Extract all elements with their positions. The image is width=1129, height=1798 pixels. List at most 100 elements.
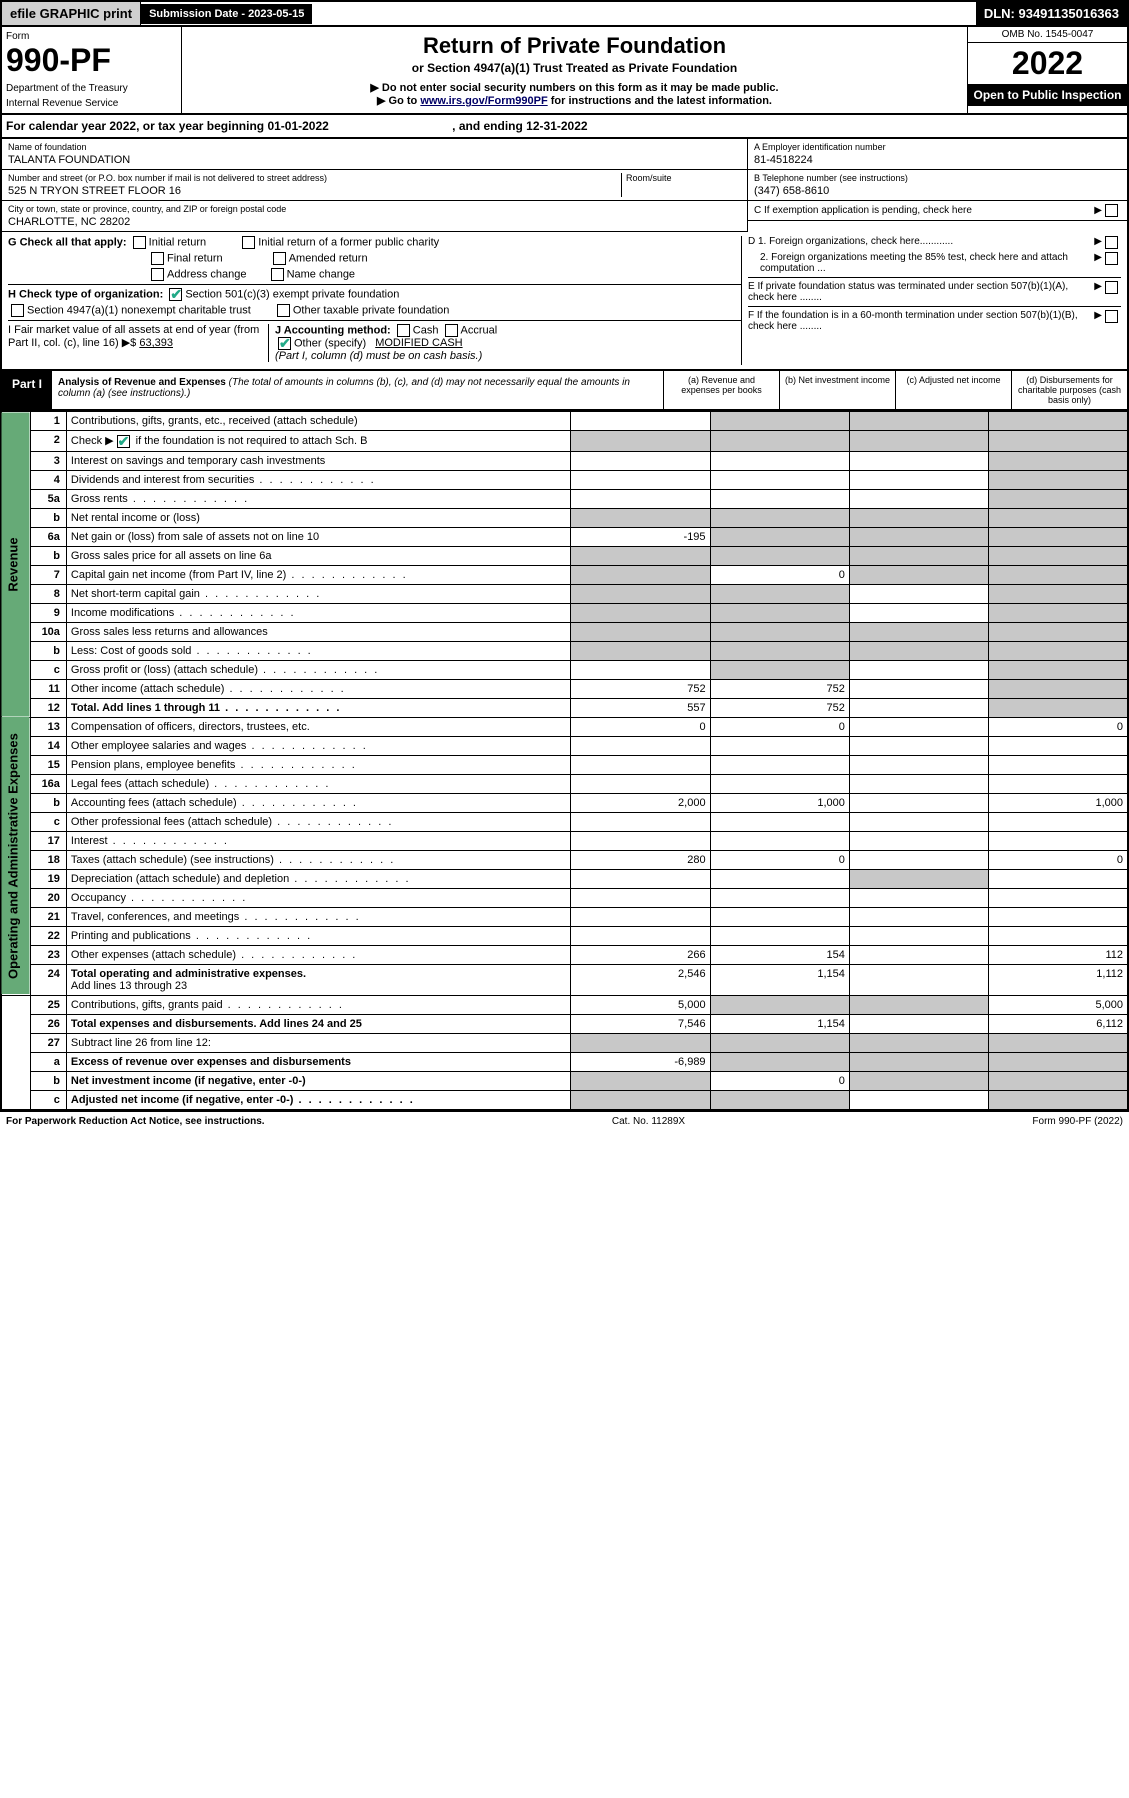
row-16b: Accounting fees (attach schedule) (66, 793, 570, 812)
footer-left: For Paperwork Reduction Act Notice, see … (6, 1116, 265, 1127)
j-note: (Part I, column (d) must be on cash basi… (275, 350, 482, 362)
d2-cb[interactable] (1105, 252, 1118, 265)
footer-mid: Cat. No. 11289X (612, 1116, 685, 1127)
city: CHARLOTTE, NC 28202 (8, 216, 741, 228)
f-label: F If the foundation is in a 60-month ter… (748, 310, 1094, 332)
d1-label: D 1. Foreign organizations, check here..… (748, 236, 1094, 249)
expenses-side: Operating and Administrative Expenses (1, 717, 30, 995)
row-6b: Gross sales price for all assets on line… (66, 546, 570, 565)
phone: (347) 658-8610 (754, 185, 1121, 197)
row-24: Total operating and administrative expen… (66, 964, 570, 995)
open-public: Open to Public Inspection (968, 84, 1127, 106)
col-d: (d) Disbursements for charitable purpose… (1011, 371, 1127, 409)
e-label: E If private foundation status was termi… (748, 281, 1094, 303)
name-label: Name of foundation (8, 142, 741, 152)
form-header: Form 990-PF Department of the Treasury I… (0, 27, 1129, 115)
other-val: MODIFIED CASH (375, 337, 462, 349)
part1-title: Analysis of Revenue and Expenses (58, 377, 226, 388)
omb-number: OMB No. 1545-0047 (968, 27, 1127, 43)
row-14: Other employee salaries and wages (66, 736, 570, 755)
row-19: Depreciation (attach schedule) and deple… (66, 869, 570, 888)
other-cb[interactable] (278, 337, 291, 350)
check-section: G Check all that apply: Initial return I… (0, 232, 1129, 371)
row-10c: Gross profit or (loss) (attach schedule) (66, 660, 570, 679)
instruction-1: ▶ Do not enter social security numbers o… (188, 81, 961, 94)
dln: DLN: 93491135016363 (976, 2, 1127, 25)
efile-label[interactable]: efile GRAPHIC print (2, 2, 141, 25)
tax-year: 2022 (968, 43, 1127, 84)
g-label: G Check all that apply: (8, 236, 127, 248)
row-22: Printing and publications (66, 926, 570, 945)
row-23: Other expenses (attach schedule) (66, 945, 570, 964)
row-5a: Gross rents (66, 489, 570, 508)
d1-cb[interactable] (1105, 236, 1118, 249)
form-number: 990-PF (6, 42, 177, 79)
row-11: Other income (attach schedule) (66, 679, 570, 698)
foundation-name: TALANTA FOUNDATION (8, 154, 741, 166)
revenue-side: Revenue (1, 412, 30, 718)
row-27: Subtract line 26 from line 12: (66, 1033, 570, 1052)
c-checkbox[interactable] (1105, 204, 1118, 217)
room-label: Room/suite (626, 173, 741, 183)
row-6a: Net gain or (loss) from sale of assets n… (66, 527, 570, 546)
schb-cb[interactable] (117, 435, 130, 448)
row-13: Compensation of officers, directors, tru… (66, 717, 570, 736)
dept-irs: Internal Revenue Service (6, 98, 177, 109)
final-return-cb[interactable] (151, 252, 164, 265)
h3-cb[interactable] (277, 304, 290, 317)
cash-cb[interactable] (397, 324, 410, 337)
footer-right: Form 990-PF (2022) (1032, 1116, 1123, 1127)
row-18: Taxes (attach schedule) (see instruction… (66, 850, 570, 869)
part1-table: Revenue 1Contributions, gifts, grants, e… (0, 411, 1129, 1111)
accrual-cb[interactable] (445, 324, 458, 337)
row-26: Total expenses and disbursements. Add li… (66, 1014, 570, 1033)
main-title: Return of Private Foundation (188, 33, 961, 59)
row-10a: Gross sales less returns and allowances (66, 622, 570, 641)
row-7: Capital gain net income (from Part IV, l… (66, 565, 570, 584)
form-label: Form (6, 31, 177, 42)
name-change-cb[interactable] (271, 268, 284, 281)
ein-label: A Employer identification number (754, 142, 1121, 152)
col-c: (c) Adjusted net income (895, 371, 1011, 409)
row-15: Pension plans, employee benefits (66, 755, 570, 774)
instr-link[interactable]: www.irs.gov/Form990PF (420, 95, 547, 107)
info-section: Name of foundation TALANTA FOUNDATION Nu… (0, 139, 1129, 232)
col-a: (a) Revenue and expenses per books (663, 371, 779, 409)
amended-cb[interactable] (273, 252, 286, 265)
calendar-year: For calendar year 2022, or tax year begi… (0, 115, 1129, 139)
row-27a: Excess of revenue over expenses and disb… (66, 1052, 570, 1071)
initial-former-cb[interactable] (242, 236, 255, 249)
row-12: Total. Add lines 1 through 11 (66, 698, 570, 717)
row-25: Contributions, gifts, grants paid (66, 995, 570, 1014)
row-9: Income modifications (66, 603, 570, 622)
subdate-label: Submission Date - 2023-05-15 (141, 4, 312, 24)
row-20: Occupancy (66, 888, 570, 907)
top-bar: efile GRAPHIC print Submission Date - 20… (0, 0, 1129, 27)
ein: 81-4518224 (754, 154, 1121, 166)
row-5b: Net rental income or (loss) (66, 508, 570, 527)
row-16c: Other professional fees (attach schedule… (66, 812, 570, 831)
i-value: 63,393 (139, 337, 173, 349)
row-27b: Net investment income (if negative, ente… (66, 1071, 570, 1090)
initial-return-cb[interactable] (133, 236, 146, 249)
d2-label: 2. Foreign organizations meeting the 85%… (760, 252, 1094, 274)
col-b: (b) Net investment income (779, 371, 895, 409)
dept-treasury: Department of the Treasury (6, 83, 177, 94)
j-label: J Accounting method: (275, 324, 391, 336)
h1-cb[interactable] (169, 288, 182, 301)
part1-label: Part I (2, 371, 52, 409)
row-2: Check ▶ if the foundation is not require… (66, 431, 570, 452)
addr-change-cb[interactable] (151, 268, 164, 281)
phone-label: B Telephone number (see instructions) (754, 173, 1121, 183)
row-27c: Adjusted net income (if negative, enter … (66, 1090, 570, 1110)
row-10b: Less: Cost of goods sold (66, 641, 570, 660)
row-3: Interest on savings and temporary cash i… (66, 451, 570, 470)
h2-cb[interactable] (11, 304, 24, 317)
addr-label: Number and street (or P.O. box number if… (8, 173, 621, 183)
e-cb[interactable] (1105, 281, 1118, 294)
c-label: C If exemption application is pending, c… (754, 205, 1094, 216)
part1-header: Part I Analysis of Revenue and Expenses … (0, 371, 1129, 411)
h-label: H Check type of organization: (8, 288, 163, 300)
row-4: Dividends and interest from securities (66, 470, 570, 489)
f-cb[interactable] (1105, 310, 1118, 323)
